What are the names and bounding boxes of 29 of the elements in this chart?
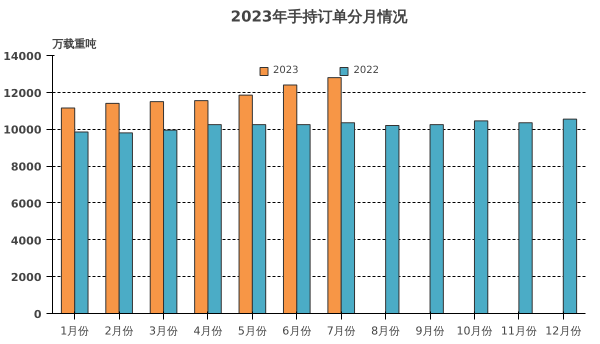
x-tick-label: 11月份 [500, 324, 537, 338]
x-tick-label: 2月份 [104, 324, 134, 338]
bar [562, 118, 578, 314]
y-tick-label: 10000 [3, 124, 42, 137]
bar [518, 122, 533, 314]
x-tick-label: 7月份 [326, 324, 356, 338]
y-tick-label: 4000 [10, 234, 42, 248]
chart-title: 2023年手持订单分月情况 [230, 8, 408, 26]
legend-label: 2022 [354, 65, 379, 76]
x-tick-label: 5月份 [238, 324, 267, 338]
x-tick-label: 10月份 [456, 324, 492, 338]
bar [430, 124, 444, 314]
x-tick-label: 3月份 [149, 324, 178, 338]
y-tick-label: 14000 [3, 50, 42, 63]
y-axis-title: 万载重吨 [52, 38, 96, 50]
y-tick-label: 12000 [3, 86, 42, 100]
x-tick-label: 9月份 [416, 324, 445, 338]
y-tick-label: 2000 [10, 271, 42, 284]
x-tick-label: 1月份 [60, 324, 90, 338]
y-tick-label: 6000 [10, 197, 42, 210]
x-tick-label: 12月份 [545, 324, 582, 338]
x-tick-label: 8月份 [371, 324, 400, 338]
legend-label: 2023 [273, 65, 298, 76]
bar [474, 120, 488, 314]
x-tick-label: 4月份 [193, 324, 222, 338]
x-tick-label: 6月份 [282, 324, 312, 338]
bar [385, 125, 400, 314]
y-tick-label: 8000 [10, 160, 42, 174]
y-tick-label: 0 [34, 308, 42, 321]
